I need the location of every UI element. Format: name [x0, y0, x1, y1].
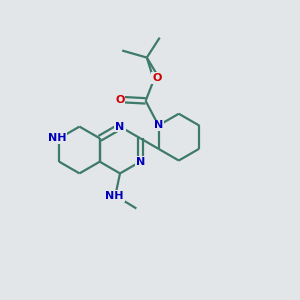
- Text: N: N: [136, 157, 145, 167]
- Text: NH: NH: [105, 190, 124, 201]
- Text: N: N: [154, 120, 163, 130]
- Text: N: N: [116, 122, 124, 132]
- Text: NH: NH: [48, 133, 66, 143]
- Text: O: O: [115, 95, 124, 105]
- Text: O: O: [152, 73, 161, 83]
